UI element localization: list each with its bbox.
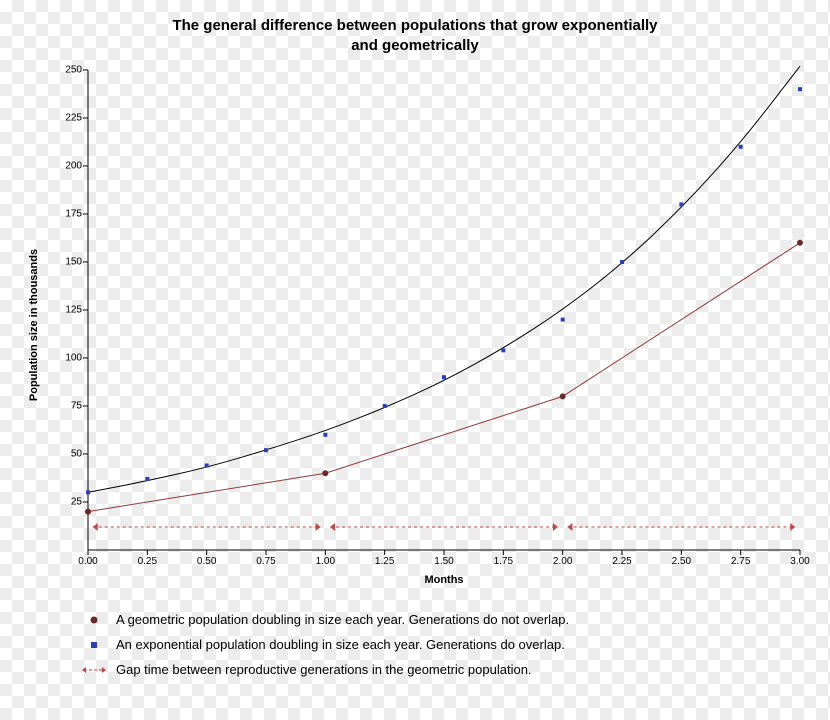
legend-marker-icon <box>80 613 108 627</box>
ytick-label: 75 <box>71 401 82 412</box>
legend-marker-icon <box>80 663 108 677</box>
title-line-1: The general difference between populatio… <box>172 17 657 34</box>
xtick-label: 0.25 <box>138 556 157 567</box>
ytick-label: 50 <box>71 449 82 460</box>
legend-row: A geometric population doubling in size … <box>80 612 780 627</box>
exponential-fit-curve <box>88 66 800 492</box>
gap-arrowhead-left <box>567 523 572 531</box>
plot-area: 255075100125150175200225250 0.000.250.50… <box>88 70 800 550</box>
exponential-point <box>561 318 565 322</box>
geometric-point <box>560 393 566 399</box>
legend-marker <box>80 663 108 677</box>
xtick-label: 1.75 <box>494 556 513 567</box>
chart-svg <box>88 70 800 550</box>
x-axis-label: Months <box>424 574 463 586</box>
exponential-point <box>501 348 505 352</box>
exponential-point <box>323 433 327 437</box>
chart-content: The general difference between populatio… <box>0 0 830 720</box>
gap-arrowhead-right <box>553 523 558 531</box>
xtick-label: 0.50 <box>197 556 216 567</box>
gap-arrowhead-left <box>93 523 98 531</box>
xtick-label: 2.00 <box>553 556 572 567</box>
legend: A geometric population doubling in size … <box>80 612 780 687</box>
ytick-label: 250 <box>65 65 82 76</box>
exponential-point <box>620 260 624 264</box>
exponential-point <box>86 490 90 494</box>
title-line-2: and geometrically <box>351 37 479 54</box>
legend-row: Gap time between reproductive generation… <box>80 662 780 677</box>
legend-text: An exponential population doubling in si… <box>116 637 780 652</box>
ytick-label: 200 <box>65 161 82 172</box>
ytick-label: 25 <box>71 497 82 508</box>
ytick-label: 225 <box>65 113 82 124</box>
gap-arrowhead-right <box>316 523 321 531</box>
xtick-label: 1.25 <box>375 556 394 567</box>
gap-arrowhead-right <box>790 523 795 531</box>
exponential-point <box>383 404 387 408</box>
plot-wrapper: Population size in thousands 25507510012… <box>40 70 800 580</box>
ytick-label: 100 <box>65 353 82 364</box>
xtick-label: 0.00 <box>78 556 97 567</box>
ytick-label: 150 <box>65 257 82 268</box>
exponential-point <box>679 202 683 206</box>
ytick-label: 125 <box>65 305 82 316</box>
chart-title: The general difference between populatio… <box>0 16 830 55</box>
xtick-label: 2.50 <box>672 556 691 567</box>
exponential-point <box>798 87 802 91</box>
exponential-point <box>145 477 149 481</box>
exponential-point <box>264 448 268 452</box>
geometric-point <box>85 509 91 515</box>
xtick-label: 0.75 <box>256 556 275 567</box>
legend-marker <box>80 638 108 652</box>
xtick-label: 1.50 <box>434 556 453 567</box>
xtick-label: 2.25 <box>612 556 631 567</box>
y-axis-label: Population size in thousands <box>28 249 40 401</box>
legend-marker-icon <box>80 638 108 652</box>
legend-text: Gap time between reproductive generation… <box>116 662 780 677</box>
xtick-label: 3.00 <box>790 556 809 567</box>
legend-text: A geometric population doubling in size … <box>116 612 780 627</box>
gap-arrowhead-left <box>330 523 335 531</box>
geometric-point <box>322 470 328 476</box>
geometric-point <box>797 240 803 246</box>
ytick-label: 175 <box>65 209 82 220</box>
legend-marker <box>80 613 108 627</box>
legend-row: An exponential population doubling in si… <box>80 637 780 652</box>
exponential-point <box>739 145 743 149</box>
xtick-label: 1.00 <box>316 556 335 567</box>
exponential-point <box>442 375 446 379</box>
exponential-point <box>205 464 209 468</box>
xtick-label: 2.75 <box>731 556 750 567</box>
